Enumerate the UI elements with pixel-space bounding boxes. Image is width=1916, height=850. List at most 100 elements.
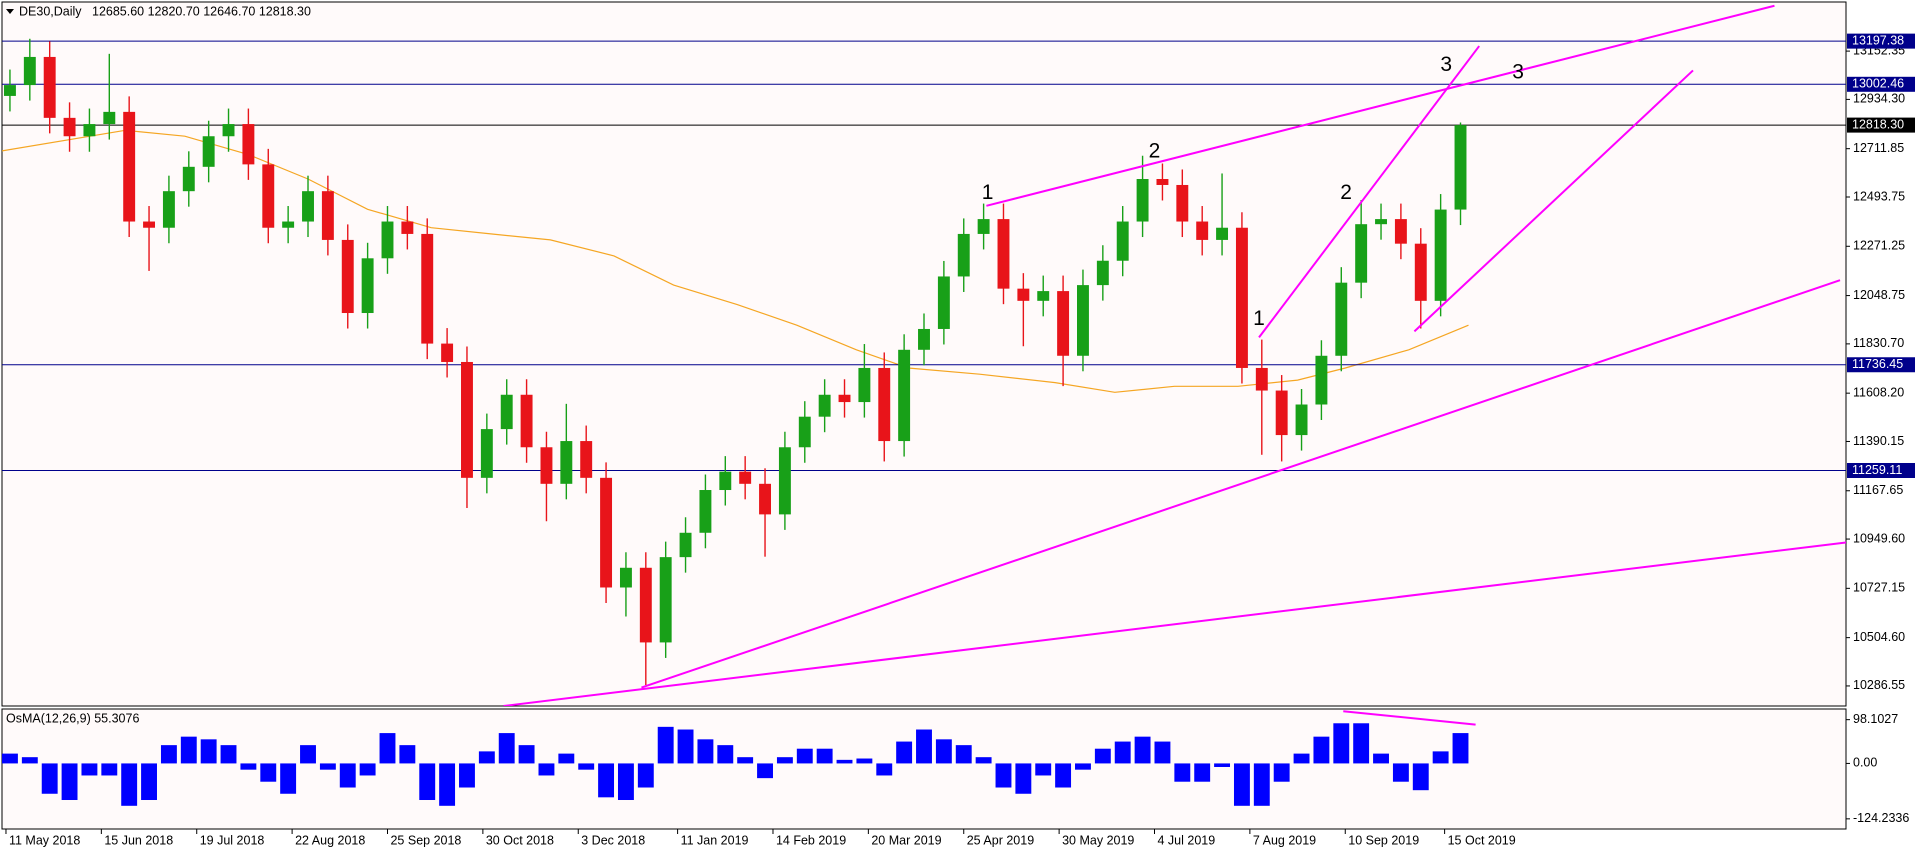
osma-bar [1094,748,1111,764]
x-tick-label: 30 Oct 2018 [486,833,554,847]
osma-bar [896,741,913,764]
candle-body [600,477,613,588]
candle-body [1136,178,1149,222]
osma-bar [300,745,316,764]
osma-bar [737,757,754,764]
osma-bar [399,745,416,764]
wave-label: 3 [1512,60,1524,83]
candle-body [997,219,1010,289]
osma-bar [796,748,813,764]
candle-body [103,111,116,125]
candle-body [619,567,632,588]
candle-body [739,471,752,484]
oscillator-title: OsMA(12,26,9) 55.3076 [6,711,139,725]
candle-body [540,447,553,484]
level-label-box [1847,357,1915,373]
candle-body [1255,367,1268,391]
candle-body [1315,355,1328,405]
osma-bar [677,729,694,764]
x-tick-label: 15 Jun 2018 [104,833,173,847]
moving-average [2,129,1469,393]
candle-body [1196,221,1209,240]
osma-bar [1055,763,1072,788]
y-tick-label: 12934.30 [1853,92,1905,106]
candle-body [957,233,970,277]
osma-bar [41,763,58,794]
osma-bar [121,763,138,806]
osma-bar [1233,763,1250,806]
osma-bar [180,736,197,764]
osma-bar [995,763,1012,788]
candle-body [1394,219,1407,244]
osma-bar [220,745,237,764]
osma-bar [1392,763,1409,782]
candle-body [1176,184,1189,222]
level-label: 13002.46 [1852,77,1904,91]
trendline [1258,45,1480,338]
osma-bar [816,748,833,764]
trendline [1413,69,1694,333]
osma-bar [717,745,734,764]
candle-body [162,191,175,228]
candle-body [262,164,275,228]
osma-bar [1134,736,1151,764]
osma-bar [478,751,495,764]
osma-bar [1194,763,1211,782]
x-tick-label: 11 May 2018 [9,833,80,847]
y-tick-label: 11390.15 [1853,434,1904,448]
oscillator-panel [1,708,1847,830]
osma-bar [1353,723,1370,764]
x-tick-label: 25 Sep 2018 [390,833,461,847]
candle-body [1375,219,1387,225]
candle-body [461,361,473,478]
osma-bar [1174,763,1191,782]
candle-body [341,239,354,314]
osc-tick-label: 0.00 [1853,756,1877,770]
candle-body [759,483,771,515]
x-tick-label: 3 Dec 2018 [581,833,645,847]
osma-bar [1293,753,1310,764]
candle-body [878,367,891,442]
osma-bar [1253,763,1270,806]
osma-bar [160,745,177,764]
y-tick-label: 12493.75 [1853,189,1905,203]
osma-bar [1154,741,1171,764]
candle-body [719,471,732,491]
candle-body [838,394,851,403]
candle-body [43,56,56,118]
osma-bar [637,763,654,788]
candle-body [361,258,374,314]
osc-tick-label: 98.1027 [1853,712,1898,726]
osma-bar [1432,751,1449,764]
osma-bar [955,745,972,764]
y-tick-label: 12271.25 [1853,239,1905,253]
level-label-box [1847,462,1915,478]
x-tick-label: 15 Oct 2019 [1448,833,1516,847]
osc-tick-label: -124.2336 [1853,811,1909,825]
candle-body [679,532,692,558]
wave-label: 3 [1440,53,1452,76]
level-label: 11736.45 [1852,357,1903,371]
osma-bar [81,763,98,776]
candle-body [302,191,314,222]
osma-bar [101,763,118,776]
bid-label-box [1847,117,1915,133]
osma-bar [935,739,952,764]
osma-bar [21,757,38,764]
symbol: DE30,Daily [19,4,82,18]
candle-body [1057,291,1070,356]
level-label: 13197.38 [1852,33,1904,47]
candle-body [182,166,195,192]
candle-body [1077,285,1089,356]
osma-bar [61,763,78,801]
y-tick-label: 10286.55 [1853,678,1905,692]
y-tick-label: 11830.70 [1853,336,1904,350]
candle-body [63,117,76,137]
candle-body [1235,227,1248,368]
osma-bar [439,763,456,806]
candle-body [23,56,36,86]
osma-bar [319,763,336,770]
osma-bar [657,726,674,764]
osma-bar [339,763,356,788]
bid-label: 12818.30 [1852,117,1904,131]
